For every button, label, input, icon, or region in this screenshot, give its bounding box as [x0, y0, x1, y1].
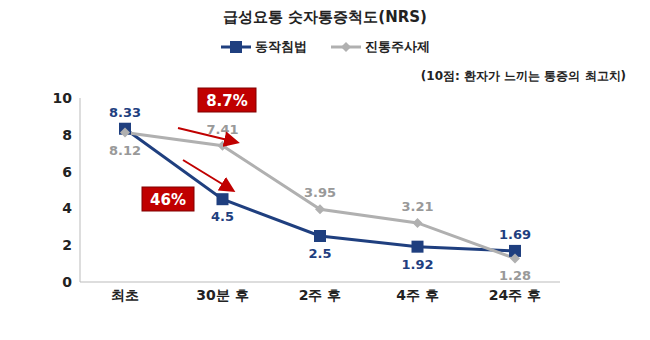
svg-text:0: 0 — [62, 274, 72, 290]
svg-text:3.95: 3.95 — [304, 185, 336, 200]
svg-text:최초: 최초 — [111, 287, 139, 303]
svg-text:2주 후: 2주 후 — [299, 287, 342, 303]
svg-text:8: 8 — [62, 127, 72, 143]
svg-text:3.21: 3.21 — [401, 199, 433, 214]
html-text:동작침법: 동작침법 — [254, 39, 307, 54]
svg-text:24주 후: 24주 후 — [489, 287, 541, 303]
svg-text:8.12: 8.12 — [109, 143, 141, 158]
svg-text:1.69: 1.69 — [499, 227, 531, 242]
svg-text:10: 10 — [53, 90, 73, 106]
html-text:(10점: 환자가 느끼는 통증의 최고치): (10점: 환자가 느끼는 통증의 최고치) — [420, 69, 626, 83]
svg-text:30분 후: 30분 후 — [196, 287, 248, 303]
svg-text:8.7%: 8.7% — [206, 92, 248, 110]
svg-text:7.41: 7.41 — [206, 122, 238, 137]
svg-text:46%: 46% — [150, 191, 186, 209]
html-text:급성요통 숫자통증척도(NRS): 급성요통 숫자통증척도(NRS) — [223, 8, 427, 26]
svg-text:6: 6 — [62, 164, 72, 180]
svg-text:2: 2 — [62, 237, 72, 253]
svg-text:4: 4 — [62, 200, 72, 216]
svg-text:1.92: 1.92 — [401, 257, 433, 272]
svg-text:4.5: 4.5 — [211, 209, 234, 224]
svg-text:2.5: 2.5 — [308, 246, 331, 261]
svg-text:4주 후: 4주 후 — [396, 287, 439, 303]
svg-text:8.33: 8.33 — [109, 105, 141, 120]
html-text:진통주사제: 진통주사제 — [364, 39, 430, 54]
svg-text:1.28: 1.28 — [499, 268, 531, 283]
